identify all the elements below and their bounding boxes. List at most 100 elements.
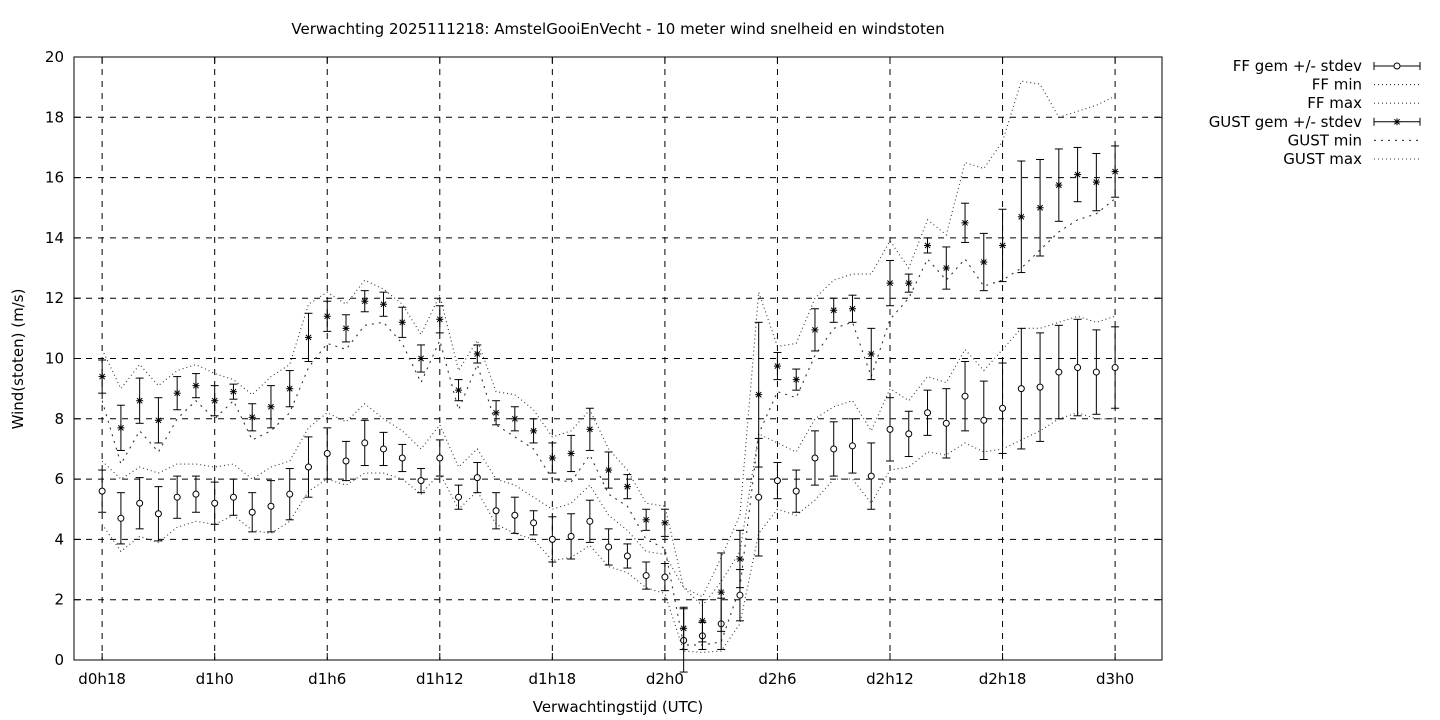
mean-point (98, 373, 106, 381)
gust-mean-point (567, 434, 576, 473)
star-stroke (868, 351, 875, 357)
mean-point (980, 416, 988, 424)
mean-point (1055, 181, 1063, 189)
gust-mean-point (1073, 146, 1082, 203)
ff-mean-point (248, 492, 257, 533)
star-stroke (605, 467, 612, 474)
star-stroke (624, 483, 631, 490)
star-stroke (1074, 171, 1081, 178)
gust-mean-point (98, 359, 107, 394)
star-stroke (1394, 118, 1400, 125)
mean-point (999, 241, 1007, 249)
mean-point (530, 427, 538, 435)
star-stroke (812, 326, 818, 333)
gust-mean-point (266, 385, 275, 429)
mean-point (323, 449, 331, 457)
mean-point (417, 477, 425, 485)
ff-mean-point (548, 516, 557, 563)
mean-point (980, 258, 988, 266)
mean-point (1074, 171, 1082, 179)
ff-mean-point (886, 397, 894, 462)
ff-mean-point (116, 492, 125, 545)
x-tick-label: d3h0 (1096, 670, 1134, 688)
ff-mean-point (529, 510, 538, 536)
star-stroke (305, 334, 312, 341)
x-tick-label: d1h12 (416, 670, 464, 688)
mean-point (530, 519, 538, 527)
chart-title: Verwachting 2025111218: AmstelGooiEnVech… (291, 20, 944, 38)
gust-mean-point (810, 308, 819, 352)
gust-mean-point (585, 407, 594, 451)
gust-mean-point (979, 232, 988, 292)
mean-point (436, 454, 444, 462)
mean-point (1111, 168, 1119, 176)
mean-point (455, 493, 463, 501)
star-stroke (436, 316, 443, 323)
gust-mean-point (886, 260, 894, 307)
gust-mean-point (285, 370, 294, 408)
gust-mean-point (1054, 148, 1063, 222)
mean-point (623, 483, 631, 491)
ff-mean-point (173, 475, 182, 519)
star-stroke (755, 391, 762, 398)
star-stroke (455, 387, 462, 394)
mean-point (511, 511, 519, 519)
star-stroke (793, 376, 800, 383)
mean-point (380, 445, 388, 453)
mean-point (961, 219, 969, 227)
gust-mean-point (792, 368, 801, 391)
ff-mean-point (979, 380, 988, 461)
ff-mean-point (304, 436, 313, 498)
mean-point (905, 430, 913, 438)
mean-point (455, 386, 463, 394)
gust-mean-point (679, 606, 688, 650)
star-stroke (568, 450, 575, 457)
star-stroke (174, 390, 181, 397)
star-stroke (736, 556, 743, 562)
plot-area (98, 80, 1120, 673)
ff-mean-point (417, 468, 426, 494)
mean-point (1036, 383, 1044, 391)
ff-mean-point (567, 513, 576, 560)
legend-label: FF min (1312, 76, 1362, 94)
ff-mean-point (435, 439, 444, 477)
star-stroke (924, 242, 931, 249)
x-tick-label: d1h6 (308, 670, 346, 688)
gust-mean-point (642, 508, 651, 531)
gust-mean-point (210, 385, 219, 417)
mean-point (173, 493, 181, 501)
gust-mean-point (379, 291, 388, 317)
mean-point (229, 388, 237, 396)
ff-mean-point (942, 388, 951, 459)
star-stroke (1112, 168, 1119, 175)
mean-point (304, 333, 312, 341)
mean-point (623, 552, 631, 560)
mean-point (586, 517, 594, 525)
x-tick-label: d2h18 (979, 670, 1027, 688)
mean-point (248, 508, 256, 516)
legend-label: FF gem +/- stdev (1233, 57, 1362, 75)
star-stroke (230, 388, 237, 395)
mean-point (567, 449, 575, 457)
mean-point (680, 624, 688, 632)
axis-ticks: 0 2 4 6 8 10 12 14 16 18 20 d0h18 d1h0 d1h6 d1h12 d1h18… (45, 48, 1162, 688)
mean-point (586, 425, 594, 433)
gust-mean-point (829, 297, 838, 323)
star-stroke (361, 298, 368, 305)
mean-point (361, 297, 369, 305)
star-stroke (493, 409, 500, 416)
star-stroke (849, 305, 856, 312)
mean-point (136, 499, 144, 507)
mean-point (736, 555, 744, 563)
star-stroke (511, 415, 518, 422)
ff-mean-point (1017, 327, 1026, 450)
ff-mean-point (642, 561, 651, 590)
mean-point (473, 474, 481, 482)
mean-point (848, 305, 856, 313)
mean-point (267, 403, 275, 411)
x-tick-label: d2h6 (758, 670, 796, 688)
star-stroke (1037, 204, 1044, 211)
mean-point (286, 385, 294, 393)
star-stroke (286, 385, 293, 392)
